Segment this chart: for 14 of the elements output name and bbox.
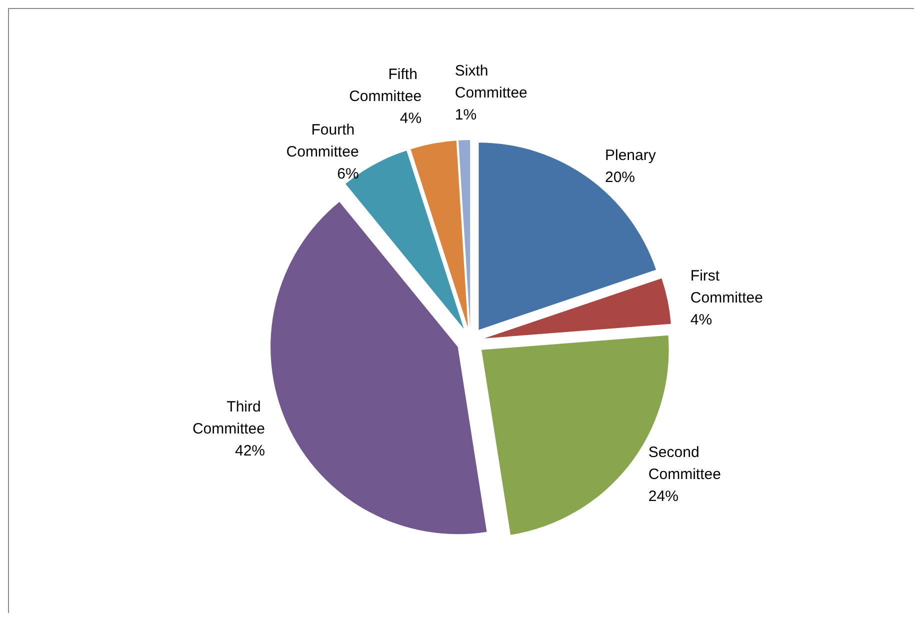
slice-label: Second Committee — [648, 444, 721, 484]
data-label: 1% — [454, 106, 477, 124]
slice-label: Third Committee — [192, 398, 266, 438]
slice-label: Fourth Committee — [286, 122, 359, 161]
data-label: 42% — [234, 442, 266, 460]
slice-label: Plenary — [604, 146, 656, 164]
data-label: 6% — [337, 166, 359, 183]
data-label: 20% — [604, 168, 636, 186]
data-label: 24% — [648, 488, 678, 506]
slice-label: Sixth Committee — [454, 62, 528, 102]
slice-label: Fifth Committee — [349, 66, 422, 106]
data-label: 4% — [690, 311, 712, 328]
slice-label: First Committee — [690, 267, 763, 306]
data-label: 4% — [400, 110, 422, 128]
